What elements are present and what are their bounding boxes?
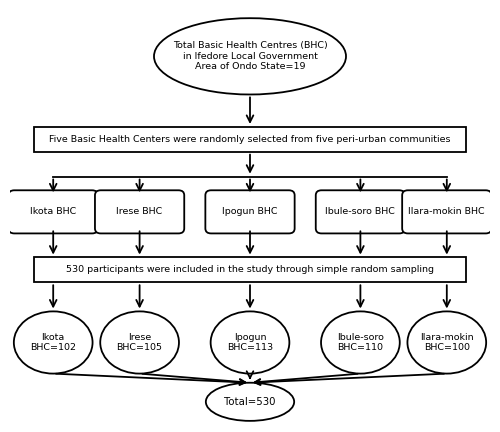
Text: Ikota BHC: Ikota BHC	[30, 207, 76, 216]
Text: Ikota
BHC=102: Ikota BHC=102	[30, 333, 76, 352]
Text: Ibule-soro BHC: Ibule-soro BHC	[326, 207, 396, 216]
Ellipse shape	[100, 311, 179, 374]
Text: 530 participants were included in the study through simple random sampling: 530 participants were included in the st…	[66, 265, 434, 274]
Text: Ilara-mokin
BHC=100: Ilara-mokin BHC=100	[420, 333, 474, 352]
Text: Five Basic Health Centers were randomly selected from five peri-urban communitie: Five Basic Health Centers were randomly …	[49, 135, 451, 144]
Ellipse shape	[210, 311, 290, 374]
Ellipse shape	[206, 383, 294, 421]
Ellipse shape	[154, 18, 346, 95]
Text: Irese
BHC=105: Irese BHC=105	[116, 333, 162, 352]
FancyBboxPatch shape	[34, 127, 466, 152]
FancyBboxPatch shape	[402, 190, 492, 233]
Text: Irese BHC: Irese BHC	[116, 207, 162, 216]
FancyBboxPatch shape	[316, 190, 405, 233]
Text: Total=530: Total=530	[224, 397, 276, 407]
Text: Ipogun BHC: Ipogun BHC	[222, 207, 278, 216]
FancyBboxPatch shape	[95, 190, 184, 233]
Text: Ipogun
BHC=113: Ipogun BHC=113	[227, 333, 273, 352]
Text: Ibule-soro
BHC=110: Ibule-soro BHC=110	[337, 333, 384, 352]
FancyBboxPatch shape	[8, 190, 98, 233]
Ellipse shape	[408, 311, 486, 374]
Text: Ilara-mokin BHC: Ilara-mokin BHC	[408, 207, 485, 216]
FancyBboxPatch shape	[34, 257, 466, 283]
Text: Total Basic Health Centres (BHC)
in Ifedore Local Government
Area of Ondo State=: Total Basic Health Centres (BHC) in Ifed…	[172, 41, 328, 71]
Ellipse shape	[14, 311, 92, 374]
Ellipse shape	[321, 311, 400, 374]
FancyBboxPatch shape	[206, 190, 294, 233]
